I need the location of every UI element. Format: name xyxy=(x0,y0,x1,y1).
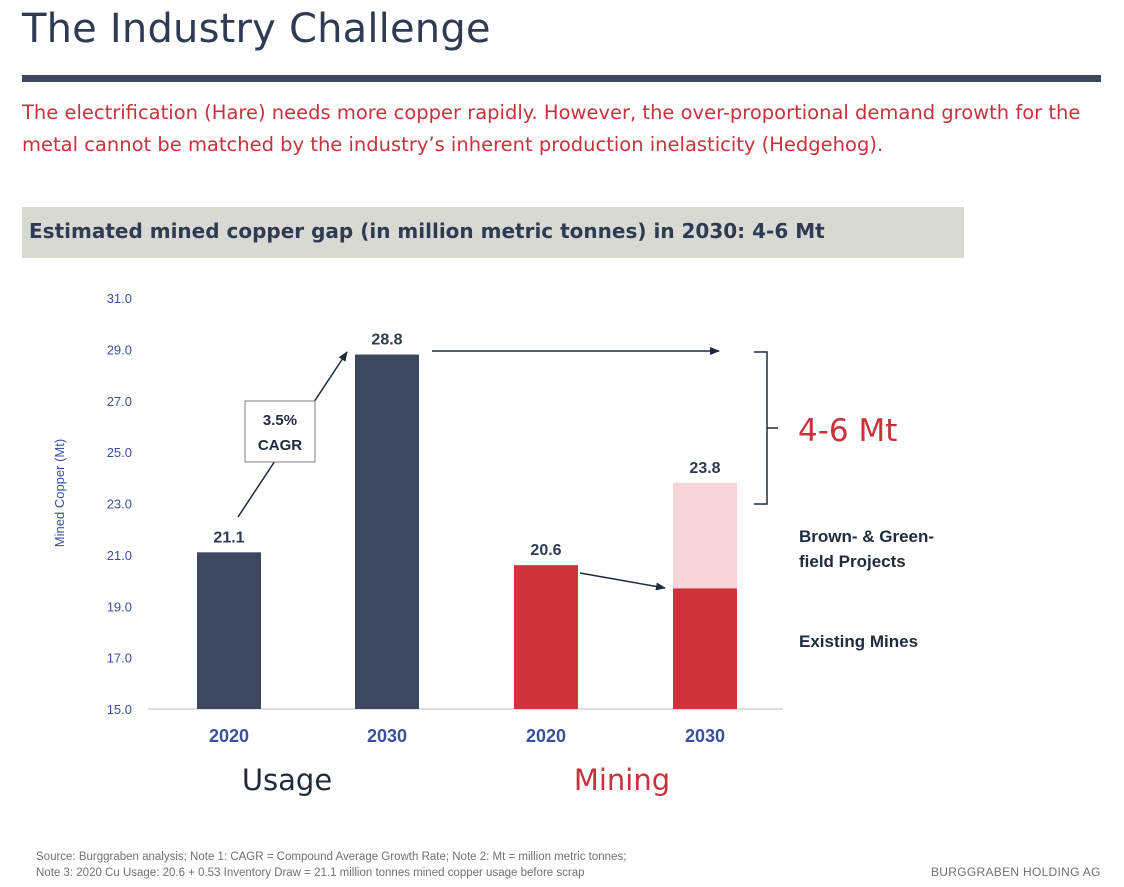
y-tick-label: 15.0 xyxy=(107,702,132,717)
bar-value-label: 28.8 xyxy=(371,332,402,349)
y-tick-label: 25.0 xyxy=(107,445,132,460)
gap-bracket xyxy=(754,351,778,505)
y-axis-label: Mined Copper (Mt) xyxy=(52,439,67,547)
bar-value-label: 20.6 xyxy=(530,542,561,559)
existing-mines-decline-arrow xyxy=(579,572,666,591)
x-tick-label: 2030 xyxy=(367,726,407,746)
x-tick-label: 2020 xyxy=(209,726,249,746)
y-axis: 15.0 17.0 19.0 21.0 23.0 25.0 27.0 29.0 31.0 xyxy=(107,291,132,717)
y-tick-label: 21.0 xyxy=(107,548,132,563)
footer-line-1: Source: Burggraben analysis; Note 1: CAG… xyxy=(36,851,627,863)
bar-usage-2020-usage xyxy=(197,552,261,709)
y-tick-label: 27.0 xyxy=(107,394,132,409)
bar-mining-2020-existing-mines xyxy=(514,565,578,709)
y-tick-label: 23.0 xyxy=(107,497,132,512)
bar-mining-2030-existing-mines xyxy=(673,588,737,709)
existing-mines-label: Existing Mines xyxy=(799,632,918,651)
slide-subtitle: The electrification (Hare) needs more co… xyxy=(22,97,1112,161)
y-tick-label: 17.0 xyxy=(107,651,132,666)
subtitle-line-2: metal cannot be matched by the industry’… xyxy=(22,133,884,156)
bars: 21.1 2020 28.8 2030 20.6 2020 23.8 2030 xyxy=(197,332,737,746)
source-notes: Source: Burggraben analysis; Note 1: CAG… xyxy=(36,849,626,881)
bar-value-label: 23.8 xyxy=(689,460,720,477)
subtitle-line-1: The electrification (Hare) needs more co… xyxy=(22,101,1081,124)
brand-footer: BURGGRABEN HOLDING AG xyxy=(931,865,1101,879)
cagr-label: CAGR xyxy=(258,437,302,454)
x-tick-label: 2020 xyxy=(526,726,566,746)
group-label-mining: Mining xyxy=(574,763,670,797)
chart-banner: Estimated mined copper gap (in million m… xyxy=(22,207,964,258)
y-tick-label: 31.0 xyxy=(107,291,132,306)
cagr-box xyxy=(244,400,316,463)
bar-mining-2030-brown-green-field-projects xyxy=(673,482,737,589)
projects-label-line-1: Brown- & Green- xyxy=(799,527,934,546)
bar-usage-2030-usage xyxy=(355,354,419,709)
x-tick-label: 2030 xyxy=(685,726,725,746)
chart-banner-text: Estimated mined copper gap (in million m… xyxy=(29,219,825,243)
y-tick-label: 29.0 xyxy=(107,342,132,357)
cagr-value: 3.5% xyxy=(263,412,297,429)
footer-line-2: Note 3: 2020 Cu Usage: 20.6 + 0.53 Inven… xyxy=(36,867,585,879)
group-label-usage: Usage xyxy=(242,763,332,797)
y-tick-label: 19.0 xyxy=(107,599,132,614)
gap-label: 4-6 Mt xyxy=(798,413,897,449)
title-divider xyxy=(22,75,1101,82)
projects-label-line-2: field Projects xyxy=(799,552,906,571)
bar-value-label: 21.1 xyxy=(213,529,244,546)
slide-title: The Industry Challenge xyxy=(22,6,491,52)
